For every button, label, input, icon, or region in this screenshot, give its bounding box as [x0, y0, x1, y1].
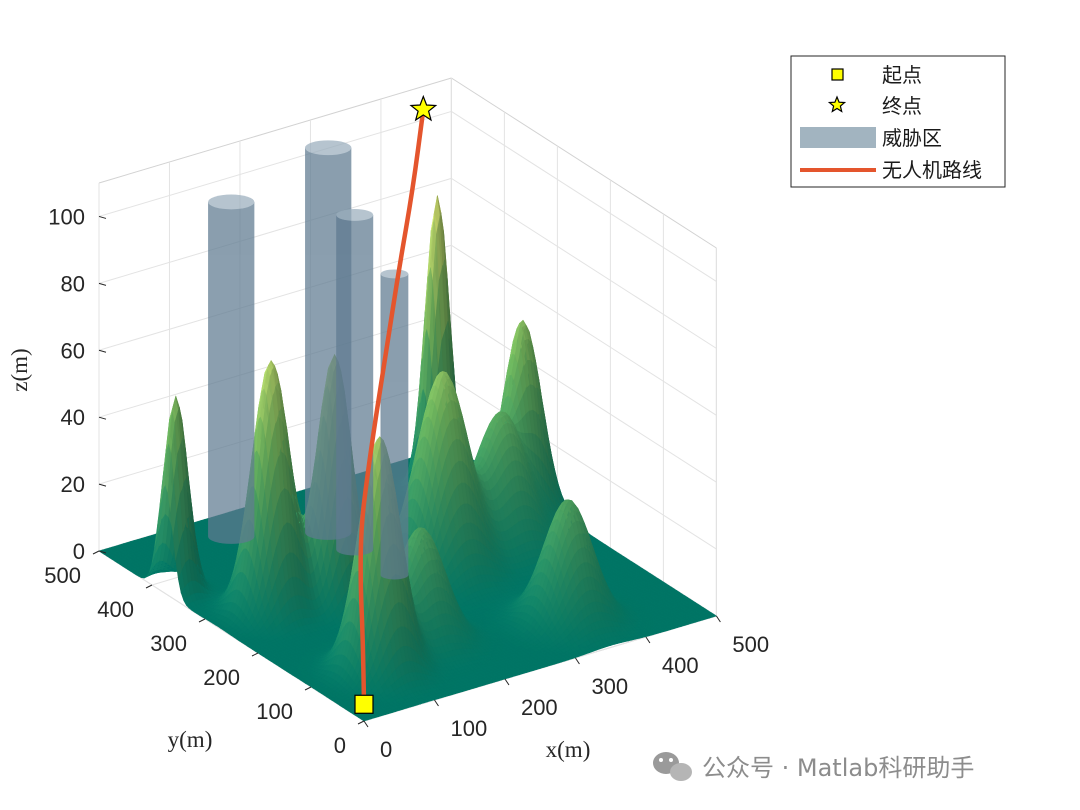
z-grid-line	[451, 311, 717, 483]
z-grid-line	[451, 378, 717, 550]
z-grid-line	[451, 244, 717, 416]
plot-scene	[98, 94, 718, 722]
axes-edge	[451, 77, 717, 249]
z-grid-line	[98, 110, 452, 217]
axes-edge	[98, 77, 452, 184]
z-grid-line	[98, 177, 452, 284]
z-grid-line	[451, 111, 717, 282]
z-grid-line	[98, 244, 452, 351]
z-grid-line	[451, 177, 717, 349]
